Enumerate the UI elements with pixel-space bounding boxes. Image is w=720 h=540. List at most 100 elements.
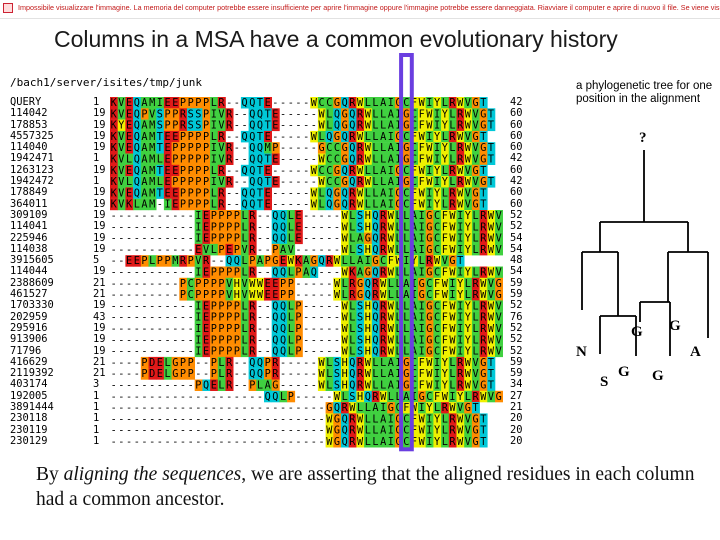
residue-letter: E	[265, 98, 271, 109]
residue-cell	[248, 255, 257, 267]
residue-letter: W	[311, 188, 318, 199]
residue-cell	[310, 266, 319, 278]
residue-letter: P	[265, 369, 271, 380]
residue-cell	[348, 277, 357, 290]
residue-cell	[348, 119, 357, 132]
residue-letter: -	[172, 290, 178, 301]
residue-letter: M	[149, 177, 155, 188]
residue-cell	[364, 108, 373, 120]
residue-cell	[425, 323, 434, 335]
residue-cell	[487, 390, 496, 403]
sequence-end: 42	[510, 175, 523, 188]
residue-letter: P	[195, 381, 201, 392]
residue-letter: L	[403, 268, 409, 279]
tree-leaf-g: G	[652, 368, 664, 384]
residue-letter: W	[419, 437, 426, 448]
residue-letter: -	[234, 166, 240, 177]
residue-letter: P	[180, 143, 186, 154]
residue-letter: E	[172, 132, 178, 143]
residue-cell	[441, 368, 450, 380]
residue-letter: -	[280, 414, 286, 425]
residue-letter: -	[165, 313, 171, 324]
residue-cell	[402, 97, 411, 109]
residue-cell	[471, 413, 480, 425]
residue-letter: A	[303, 268, 309, 279]
residue-letter: I	[457, 234, 463, 245]
residue-cell	[264, 164, 272, 177]
residue-letter: A	[380, 200, 386, 211]
residue-letter: E	[203, 234, 209, 245]
residue-letter: -	[288, 143, 294, 154]
sequence-start: 19	[93, 186, 106, 199]
residue-letter: W	[442, 392, 449, 403]
residue-letter: G	[480, 109, 486, 120]
residue-cell	[148, 97, 157, 109]
residue-letter: T	[488, 121, 494, 132]
residue-cell	[410, 97, 419, 109]
residue-letter: -	[242, 177, 248, 188]
residue-letter: E	[134, 256, 140, 267]
residue-letter: T	[257, 200, 263, 211]
residue-letter: P	[188, 369, 194, 380]
residue-cell	[317, 164, 326, 177]
residue-letter: F	[419, 155, 425, 166]
residue-letter: F	[419, 143, 425, 154]
residue-cell	[248, 356, 257, 369]
residue-letter: Q	[342, 188, 348, 199]
residue-cell	[425, 210, 434, 222]
residue-letter: -	[149, 426, 155, 437]
residue-letter: -	[141, 211, 147, 222]
residue-cell	[194, 153, 203, 165]
residue-letter: C	[434, 347, 440, 358]
residue-cell	[487, 243, 496, 256]
residue-letter: T	[480, 98, 486, 109]
residue-cell	[294, 311, 303, 324]
residue-letter: M	[149, 155, 155, 166]
residue-cell	[233, 255, 242, 267]
residue-letter: L	[388, 290, 394, 301]
sequence-start-positions: 1 19 19 19 19 1 19 1 19 19 19 19 19 19 5 19 21 21 19 43 19 19…	[93, 96, 106, 447]
residue-letter: R	[180, 256, 187, 267]
residue-letter: Y	[442, 369, 448, 380]
residue-letter: Q	[372, 335, 378, 346]
residue-cell	[387, 345, 396, 358]
residue-letter: R	[249, 335, 256, 346]
residue-letter: W	[357, 166, 364, 177]
residue-letter: Q	[280, 335, 286, 346]
residue-cell	[217, 130, 226, 143]
sequence-end: 60	[510, 163, 523, 176]
residue-cell	[448, 311, 457, 324]
residue-letter: -	[165, 437, 171, 448]
residue-cell	[333, 97, 342, 109]
residue-cell	[456, 198, 465, 211]
tree-leaf-n: N	[576, 344, 587, 360]
residue-letter: -	[311, 301, 317, 312]
residue-letter: S	[357, 347, 363, 358]
residue-letter: Q	[342, 437, 348, 448]
residue-cell	[171, 356, 180, 369]
residue-cell	[294, 210, 303, 222]
residue-letter: -	[226, 98, 232, 109]
residue-letter: -	[203, 392, 209, 403]
residue-letter: V	[442, 256, 448, 267]
residue-letter: -	[311, 403, 317, 414]
residue-letter: P	[180, 358, 186, 369]
residue-cell	[448, 368, 457, 380]
residue-cell	[140, 153, 149, 165]
residue-cell	[410, 187, 419, 199]
residue-letter: W	[342, 245, 349, 256]
residue-letter: -	[311, 381, 317, 392]
residue-letter: A	[380, 414, 386, 425]
residue-letter: P	[226, 222, 232, 233]
residue-letter: R	[449, 414, 456, 425]
residue-cell	[371, 266, 380, 278]
residue-letter: Y	[434, 166, 440, 177]
residue-letter: A	[357, 268, 363, 279]
residue-letter: L	[403, 324, 409, 335]
residue-letter: G	[357, 290, 363, 301]
residue-letter: E	[203, 211, 209, 222]
residue-letter: R	[480, 335, 487, 346]
residue-letter: W	[465, 155, 472, 166]
residue-letter: A	[403, 392, 409, 403]
residue-letter: W	[357, 98, 364, 109]
